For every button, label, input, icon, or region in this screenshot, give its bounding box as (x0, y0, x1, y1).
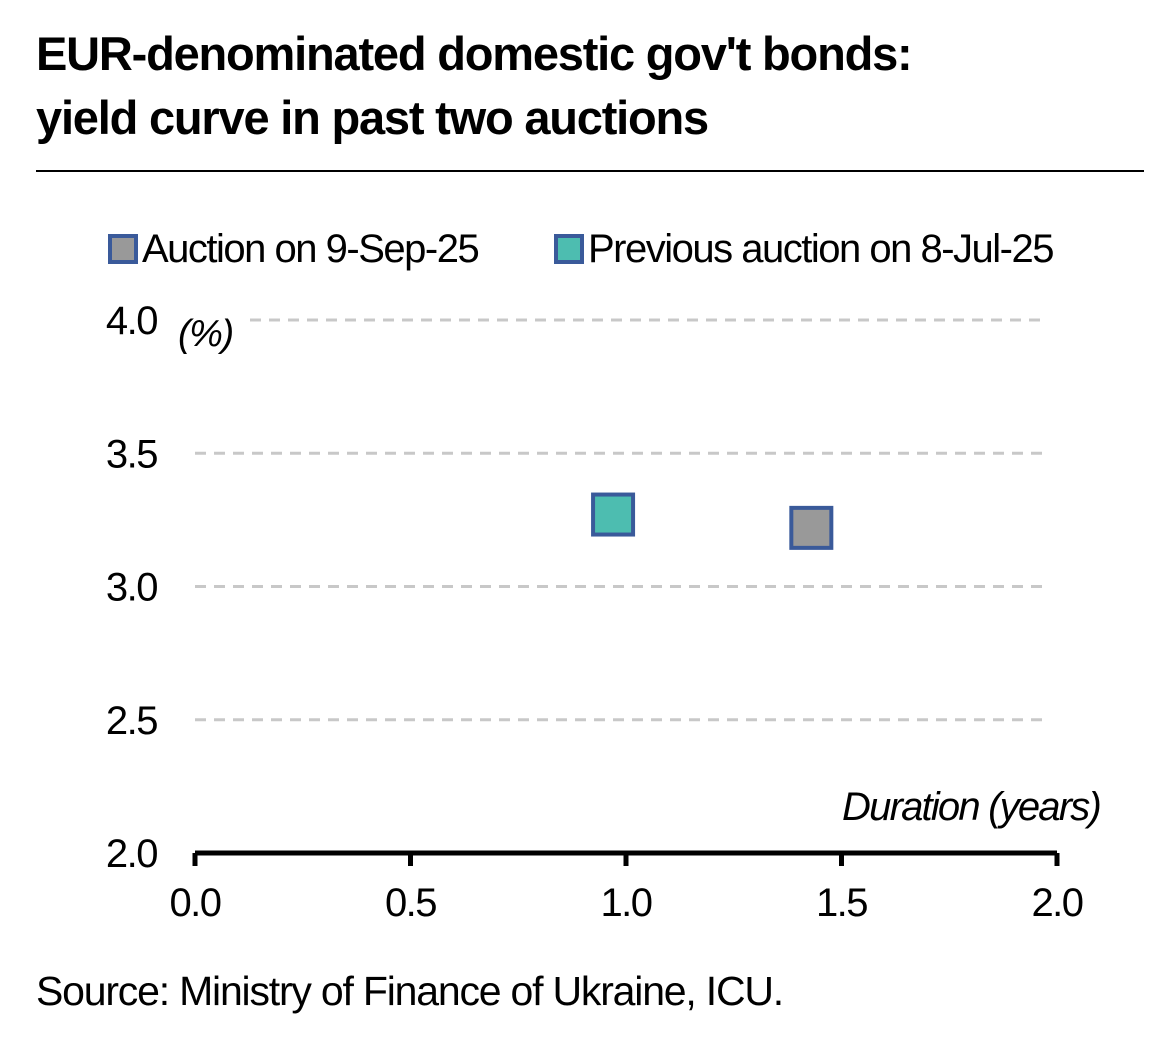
y-tick-label: 3.5 (106, 432, 157, 476)
legend-swatch-series-2 (554, 234, 584, 264)
data-point-series-1 (789, 505, 834, 550)
x-tick-label: 1.0 (600, 881, 651, 925)
chart-title: EUR-denominated domestic gov't bonds: yi… (36, 22, 1136, 150)
gridlines (195, 318, 1048, 722)
y-tick-label: 2.0 (106, 832, 157, 876)
data-point-series-2 (591, 492, 636, 537)
y-tick-label: 4.0 (106, 299, 157, 343)
x-tick-label: 0.0 (169, 881, 220, 925)
legend-swatch-series-1 (108, 234, 138, 264)
x-axis-label: Duration (years) (842, 785, 1100, 829)
x-tick-label: 1.5 (816, 881, 867, 925)
data-points (591, 492, 834, 550)
x-tick-label: 2.0 (1031, 881, 1082, 925)
y-tick-label: 3.0 (106, 566, 157, 610)
source-note: Source: Ministry of Finance of Ukraine, … (36, 968, 784, 1014)
axes: 2.0 2.5 3.0 3.5 4.0 0.0 0.5 1.0 1.5 2.0 (%) Duratio… (106, 299, 1102, 925)
legend: Auction on 9-Sep-25 Previous auction on 8… (108, 227, 1055, 271)
chart-title-line-1: EUR-denominated domestic gov't bonds: (36, 27, 913, 80)
chart-title-line-2: yield curve in past two auctions (36, 91, 709, 144)
legend-label-series-2: Previous auction on 8-Jul-25 (588, 227, 1053, 271)
title-divider (36, 170, 1144, 172)
legend-label-series-1: Auction on 9-Sep-25 (142, 227, 478, 271)
y-axis-label: (%) (178, 313, 233, 355)
x-tick-label: 0.5 (385, 881, 436, 925)
scatter-chart: Auction on 9-Sep-25 Previous auction on 8… (106, 227, 1102, 925)
y-tick-label: 2.5 (106, 699, 157, 743)
